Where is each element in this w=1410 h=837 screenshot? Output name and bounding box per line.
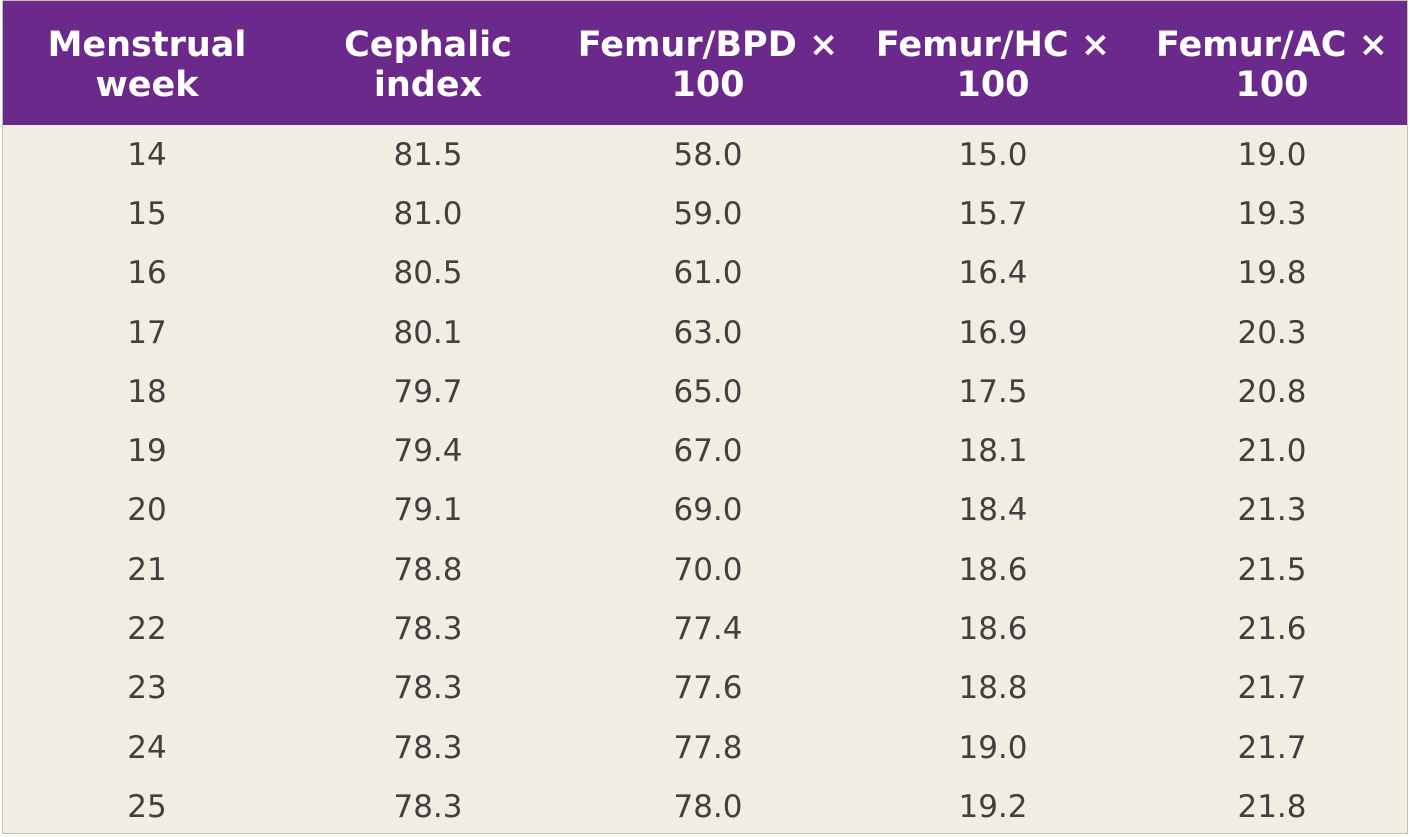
- cell-femur-hc: 18.4: [958, 492, 1028, 529]
- cell-femur-hc: 18.1: [958, 433, 1028, 470]
- cell-cephalic-index: 78.3: [393, 729, 463, 766]
- cell-femur-ac: 19.3: [1237, 195, 1307, 232]
- cell-femur-bpd: 77.6: [673, 670, 743, 707]
- cell-femur-ac: 21.5: [1237, 551, 1307, 588]
- cell-menstrual-week: 15: [127, 195, 167, 232]
- cell-femur-bpd: 69.0: [673, 492, 743, 529]
- cell-femur-bpd: 59.0: [673, 195, 743, 232]
- cell-femur-ac: 20.3: [1237, 314, 1307, 351]
- cell-femur-hc: 16.9: [958, 314, 1028, 351]
- cell-cephalic-index: 78.3: [393, 611, 463, 648]
- cell-femur-hc: 18.6: [958, 551, 1028, 588]
- table-row: 24 78.3 77.8 19.0 21.7: [3, 718, 1407, 777]
- cell-menstrual-week: 19: [127, 433, 167, 470]
- table-row: 17 80.1 63.0 16.9 20.3: [3, 303, 1407, 362]
- cell-femur-hc: 19.0: [958, 729, 1028, 766]
- cell-femur-ac: 21.6: [1237, 611, 1307, 648]
- table-row: 23 78.3 77.6 18.8 21.7: [3, 659, 1407, 718]
- cell-femur-ac: 21.7: [1237, 670, 1307, 707]
- cell-menstrual-week: 17: [127, 314, 167, 351]
- cell-cephalic-index: 78.3: [393, 788, 463, 825]
- cell-femur-bpd: 78.0: [673, 788, 743, 825]
- cell-cephalic-index: 81.0: [393, 195, 463, 232]
- cell-cephalic-index: 81.5: [393, 136, 463, 173]
- cell-femur-ac: 19.0: [1237, 136, 1307, 173]
- header-femur-ac: Femur/AC × 100: [1156, 25, 1388, 105]
- cell-femur-hc: 15.0: [958, 136, 1028, 173]
- cell-femur-bpd: 67.0: [673, 433, 743, 470]
- cell-menstrual-week: 14: [127, 136, 167, 173]
- cell-menstrual-week: 21: [127, 551, 167, 588]
- cell-femur-hc: 15.7: [958, 195, 1028, 232]
- cell-cephalic-index: 78.3: [393, 670, 463, 707]
- cell-femur-ac: 21.8: [1237, 788, 1307, 825]
- cell-femur-hc: 16.4: [958, 255, 1028, 292]
- table-row: 20 79.1 69.0 18.4 21.3: [3, 481, 1407, 540]
- cell-femur-bpd: 77.8: [673, 729, 743, 766]
- cell-menstrual-week: 18: [127, 373, 167, 410]
- cell-femur-bpd: 70.0: [673, 551, 743, 588]
- cell-cephalic-index: 79.4: [393, 433, 463, 470]
- cell-femur-bpd: 77.4: [673, 611, 743, 648]
- header-cephalic-index: Cephalic index: [344, 25, 512, 105]
- cell-femur-ac: 19.8: [1237, 255, 1307, 292]
- header-femur-hc: Femur/HC × 100: [875, 25, 1111, 105]
- cell-menstrual-week: 20: [127, 492, 167, 529]
- cell-femur-hc: 19.2: [958, 788, 1028, 825]
- cell-femur-ac: 20.8: [1237, 373, 1307, 410]
- header-femur-bpd: Femur/BPD × 100: [577, 25, 839, 105]
- table-row: 22 78.3 77.4 18.6 21.6: [3, 599, 1407, 658]
- table-row: 15 81.0 59.0 15.7 19.3: [3, 184, 1407, 243]
- cell-femur-bpd: 61.0: [673, 255, 743, 292]
- cell-femur-ac: 21.7: [1237, 729, 1307, 766]
- cell-cephalic-index: 78.8: [393, 551, 463, 588]
- cell-menstrual-week: 23: [127, 670, 167, 707]
- cell-menstrual-week: 25: [127, 788, 167, 825]
- cell-cephalic-index: 79.7: [393, 373, 463, 410]
- cell-menstrual-week: 24: [127, 729, 167, 766]
- table-body: 14 81.5 58.0 15.0 19.0 15 81.0 59.0 15.7 19.3 16 80…: [3, 125, 1407, 837]
- cell-cephalic-index: 80.1: [393, 314, 463, 351]
- table-row: 18 79.7 65.0 17.5 20.8: [3, 362, 1407, 421]
- cell-femur-hc: 17.5: [958, 373, 1028, 410]
- cell-femur-ac: 21.3: [1237, 492, 1307, 529]
- table-row: 16 80.5 61.0 16.4 19.8: [3, 244, 1407, 303]
- table-row: 25 78.3 78.0 19.2 21.8: [3, 777, 1407, 836]
- cell-menstrual-week: 16: [127, 255, 167, 292]
- table-row: 21 78.8 70.0 18.6 21.5: [3, 540, 1407, 599]
- cell-menstrual-week: 22: [127, 611, 167, 648]
- table-header-row: Menstrual week Cephalic index Femur/BPD …: [3, 1, 1407, 125]
- cell-cephalic-index: 79.1: [393, 492, 463, 529]
- cell-femur-bpd: 65.0: [673, 373, 743, 410]
- table-row: 19 79.4 67.0 18.1 21.0: [3, 421, 1407, 480]
- cell-cephalic-index: 80.5: [393, 255, 463, 292]
- cell-femur-hc: 18.8: [958, 670, 1028, 707]
- cell-femur-hc: 18.6: [958, 611, 1028, 648]
- header-menstrual-week: Menstrual week: [47, 25, 247, 105]
- cell-femur-ac: 21.0: [1237, 433, 1307, 470]
- cell-femur-bpd: 63.0: [673, 314, 743, 351]
- cell-femur-bpd: 58.0: [673, 136, 743, 173]
- table-row: 14 81.5 58.0 15.0 19.0: [3, 125, 1407, 184]
